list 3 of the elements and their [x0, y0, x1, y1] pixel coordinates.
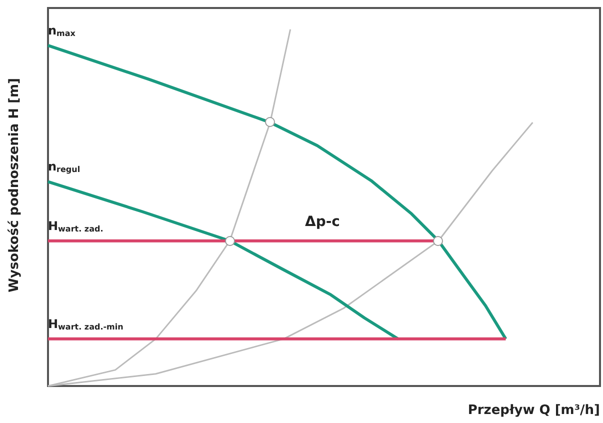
y-axis-title: Wysokość podnoszenia H [m] — [7, 78, 22, 292]
annotation: Δp-c — [305, 214, 340, 230]
x-axis-title: Przepływ Q [m³/h] — [468, 403, 600, 418]
